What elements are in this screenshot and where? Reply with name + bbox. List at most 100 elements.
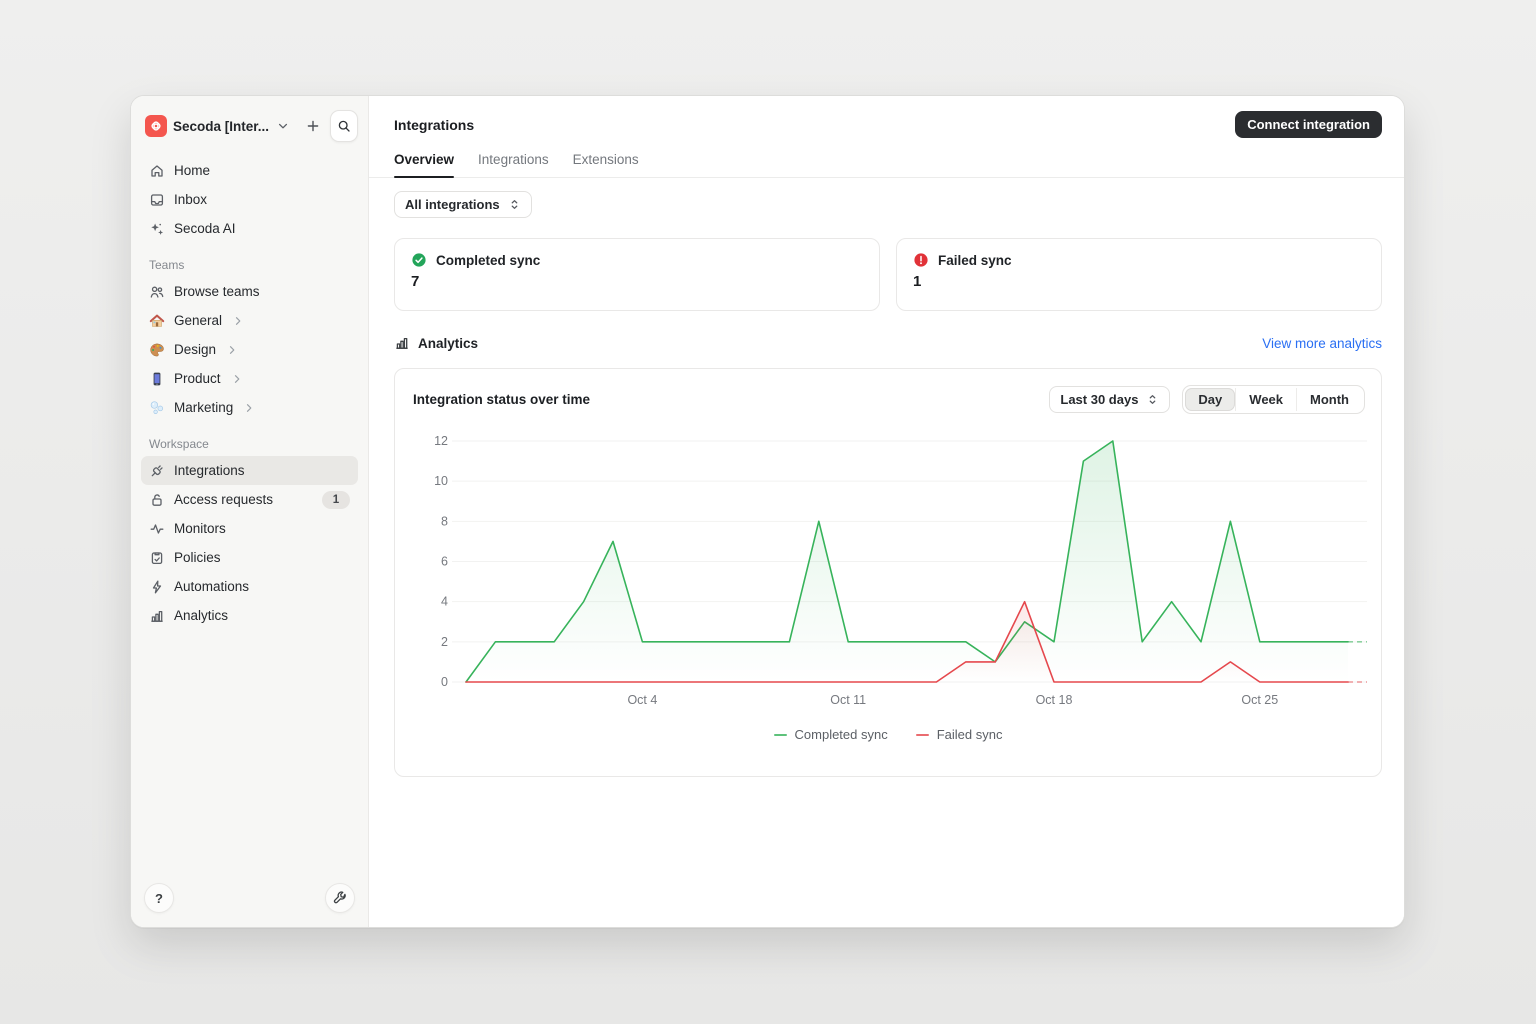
legend-label: Completed sync xyxy=(794,727,888,742)
palette-emoji-icon xyxy=(149,342,165,358)
date-range-select[interactable]: Last 30 days xyxy=(1049,386,1171,413)
workspace-switcher[interactable]: Secoda [Inter... xyxy=(141,108,358,144)
updown-chevron-icon xyxy=(508,198,521,211)
plug-icon xyxy=(149,463,165,479)
bar-chart-icon xyxy=(394,335,410,351)
lock-open-icon xyxy=(149,492,165,508)
search-button[interactable] xyxy=(329,110,358,142)
workspace-name: Secoda [Inter... xyxy=(173,118,270,134)
svg-text:10: 10 xyxy=(434,474,448,488)
page-header: Integrations Connect integration xyxy=(369,96,1404,138)
sidebar-item-label: Integrations xyxy=(174,463,245,478)
tab-extensions[interactable]: Extensions xyxy=(572,152,639,167)
sidebar-item-analytics[interactable]: Analytics xyxy=(141,601,358,630)
granularity-week[interactable]: Week xyxy=(1235,388,1296,411)
clipboard-icon xyxy=(149,550,165,566)
sidebar-item-label: Design xyxy=(174,342,217,357)
settings-wrench-button[interactable] xyxy=(325,883,355,913)
sidebar-item-home[interactable]: Home xyxy=(141,156,358,185)
page-title: Integrations xyxy=(394,116,475,133)
summary-card-completed-sync: Completed sync 7 xyxy=(394,238,880,311)
card-label: Completed sync xyxy=(436,252,541,268)
view-more-analytics-link[interactable]: View more analytics xyxy=(1262,335,1382,351)
svg-text:Oct 11: Oct 11 xyxy=(830,693,866,707)
sidebar-item-label: Browse teams xyxy=(174,284,260,299)
house-emoji-icon xyxy=(149,313,165,329)
chevron-right-icon xyxy=(232,315,244,327)
sidebar-item-label: Access requests xyxy=(174,492,274,507)
sparkles-icon xyxy=(149,221,165,237)
alert-circle-icon xyxy=(913,252,929,268)
granularity-month[interactable]: Month xyxy=(1296,388,1362,411)
sidebar-item-secoda-ai[interactable]: Secoda AI xyxy=(141,214,358,243)
main-content: Integrations Connect integration Overvie… xyxy=(369,96,1404,927)
section-label-workspace: Workspace xyxy=(149,437,209,451)
chevron-right-icon xyxy=(231,373,243,385)
bolt-icon xyxy=(149,579,165,595)
svg-text:2: 2 xyxy=(441,635,448,649)
filter-label: All integrations xyxy=(405,197,500,212)
svg-text:Oct 4: Oct 4 xyxy=(627,693,657,707)
sidebar-item-monitors[interactable]: Monitors xyxy=(141,514,358,543)
sidebar-item-label: Product xyxy=(174,371,221,386)
sidebar-item-automations[interactable]: Automations xyxy=(141,572,358,601)
legend-swatch xyxy=(915,733,929,736)
card-header: Failed sync xyxy=(913,252,1365,268)
connect-integration-button[interactable]: Connect integration xyxy=(1235,111,1382,138)
tab-bar: Overview Integrations Extensions xyxy=(369,144,1404,178)
help-button[interactable]: ? xyxy=(144,883,174,913)
app-window: Secoda [Inter... Home Inbox Secoda AI Teams… xyxy=(130,95,1405,928)
granularity-day[interactable]: Day xyxy=(1185,388,1236,411)
svg-text:12: 12 xyxy=(434,434,448,448)
sidebar-item-general[interactable]: General xyxy=(141,306,358,335)
sidebar-item-label: Marketing xyxy=(174,400,234,415)
sidebar-item-policies[interactable]: Policies xyxy=(141,543,358,572)
status-line-chart: 0 2 4 6 8 10 12 Oct 4 Oct 11 Oct 18 Oct 25 xyxy=(434,434,1367,707)
sidebar-item-access-requests[interactable]: Access requests 1 xyxy=(141,485,358,514)
sidebar-item-inbox[interactable]: Inbox xyxy=(141,185,358,214)
svg-text:Oct 25: Oct 25 xyxy=(1241,693,1278,707)
analytics-heading: Analytics xyxy=(394,335,478,351)
sidebar-item-product[interactable]: Product xyxy=(141,364,358,393)
tab-integrations[interactable]: Integrations xyxy=(478,152,549,167)
sidebar-footer: ? xyxy=(141,883,358,913)
chart-header: Integration status over time Last 30 day… xyxy=(395,369,1381,414)
pulse-icon xyxy=(149,521,165,537)
card-label: Failed sync xyxy=(938,252,1012,268)
count-badge: 1 xyxy=(322,490,350,509)
chevron-down-icon xyxy=(275,118,291,134)
chart-area: 0 2 4 6 8 10 12 Oct 4 Oct 11 Oct 18 Oct 25 xyxy=(395,426,1381,719)
chart-card: Integration status over time Last 30 day… xyxy=(394,368,1382,777)
sidebar-item-label: General xyxy=(174,313,223,328)
sidebar-item-browse-teams[interactable]: Browse teams xyxy=(141,277,358,306)
sidebar-item-integrations[interactable]: Integrations xyxy=(141,456,358,485)
chart-legend: Completed sync Failed sync xyxy=(395,727,1381,742)
add-button[interactable] xyxy=(303,114,324,138)
sidebar-item-label: Monitors xyxy=(174,521,226,536)
section-label-teams: Teams xyxy=(149,258,185,272)
card-value: 7 xyxy=(411,273,420,290)
tab-overview[interactable]: Overview xyxy=(394,144,455,178)
svg-text:0: 0 xyxy=(441,675,448,689)
chart-title: Integration status over time xyxy=(413,392,591,407)
inbox-icon xyxy=(149,192,165,208)
sidebar-item-label: Automations xyxy=(174,579,250,594)
users-icon xyxy=(149,284,165,300)
date-range-label: Last 30 days xyxy=(1060,392,1139,407)
legend-item-failed-sync: Failed sync xyxy=(915,727,1003,742)
legend-label: Failed sync xyxy=(936,727,1003,742)
bubbles-emoji-icon xyxy=(149,400,165,416)
legend-swatch xyxy=(773,733,787,736)
svg-text:8: 8 xyxy=(441,514,448,528)
home-icon xyxy=(149,163,165,179)
analytics-title: Analytics xyxy=(418,335,479,351)
integrations-filter-select[interactable]: All integrations xyxy=(394,191,532,218)
granularity-segmented-control: Day Week Month xyxy=(1182,385,1365,414)
sidebar-item-marketing[interactable]: Marketing xyxy=(141,393,358,422)
card-value: 1 xyxy=(913,273,922,290)
bar-chart-icon xyxy=(149,608,165,624)
sidebar-item-label: Analytics xyxy=(174,608,229,623)
sidebar-item-design[interactable]: Design xyxy=(141,335,358,364)
sidebar-nav: Home Inbox Secoda AI Teams Browse teams Gener… xyxy=(141,156,358,630)
